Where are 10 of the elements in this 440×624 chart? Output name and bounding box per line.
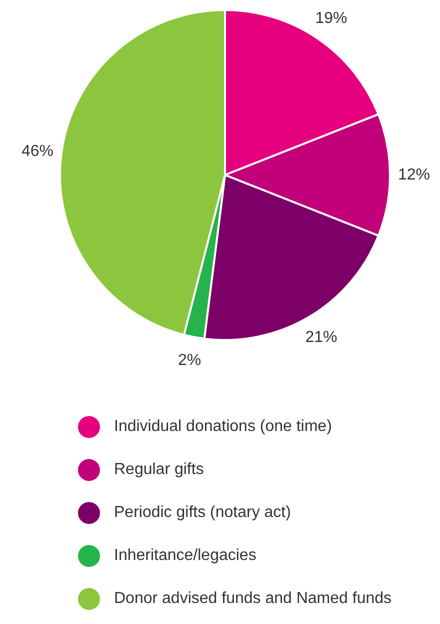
data-label: 21% [305, 329, 338, 346]
data-label: 46% [21, 142, 54, 160]
legend-label: Periodic gifts (notary act) [114, 504, 291, 522]
data-label: 2% [178, 352, 202, 370]
legend-label: Inheritance/legacies [114, 546, 256, 564]
data-label: 19% [315, 10, 348, 28]
legend-label: Individual donations (one time) [114, 418, 332, 436]
legend-label: Regular gifts [114, 460, 204, 478]
legend-label: Donor advised funds and Named funds [114, 590, 392, 608]
data-label: 12% [398, 166, 430, 184]
